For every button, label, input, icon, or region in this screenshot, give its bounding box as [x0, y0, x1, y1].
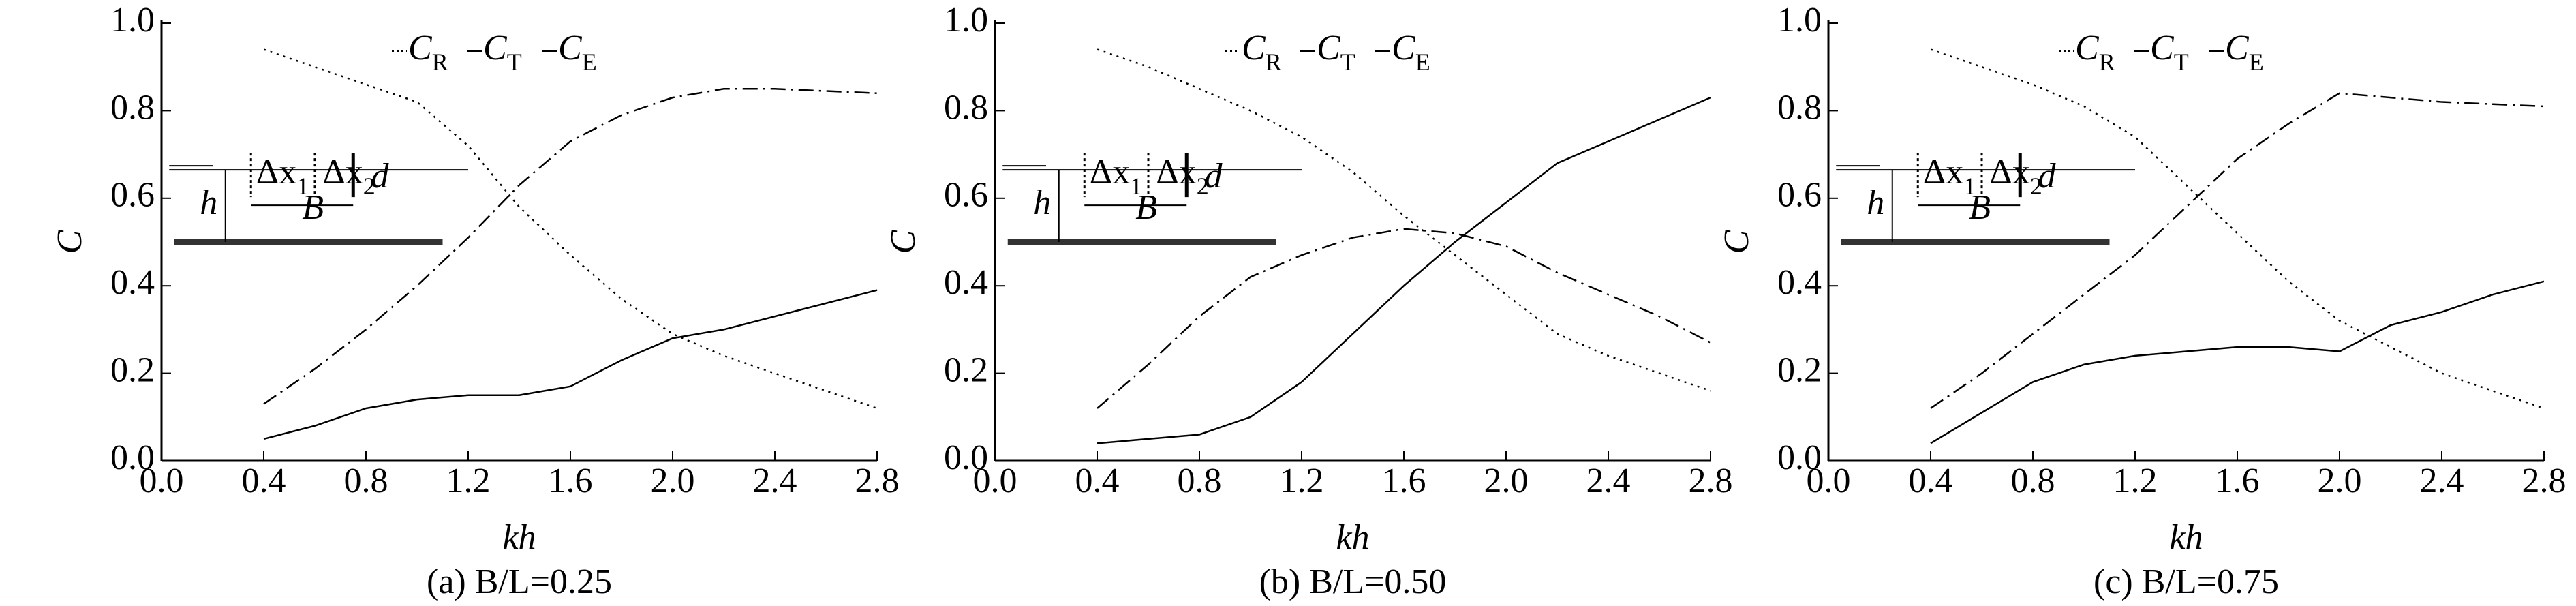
inset-label: h	[200, 183, 217, 222]
x-tick-label: 0.0	[973, 461, 1017, 500]
y-axis-label: C	[50, 229, 89, 254]
legend-label: CT	[1317, 29, 1355, 76]
inset-label: B	[1969, 188, 1991, 227]
x-tick-label: 2.8	[2522, 461, 2566, 500]
series-line	[263, 48, 878, 410]
inset-label: B	[302, 188, 324, 227]
x-tick-label: 1.6	[2215, 461, 2260, 500]
y-tick-label: 1.0	[944, 1, 988, 40]
caption: (a) B/L=0.25	[427, 562, 612, 601]
legend-label: CR	[1242, 29, 1282, 76]
x-tick-label: 0.4	[1075, 461, 1120, 500]
x-tick-label: 2.8	[1689, 461, 1733, 500]
series-line	[1097, 96, 1711, 444]
inset-label: Δx1	[1090, 153, 1142, 200]
inset-label: d	[2038, 157, 2057, 196]
series-line	[1930, 48, 2545, 410]
y-tick-label: 0.8	[1777, 88, 1822, 127]
y-tick-label: 0.0	[944, 438, 988, 477]
x-tick-label: 2.0	[651, 461, 695, 500]
y-axis-label: C	[884, 229, 923, 254]
series-line	[1097, 228, 1711, 409]
x-axis-label: kh	[502, 518, 536, 557]
series-line	[263, 88, 878, 405]
legend-label: CE	[1392, 29, 1430, 76]
series-line	[1097, 48, 1711, 392]
y-tick-label: 0.6	[1777, 176, 1822, 215]
y-tick-label: 0.2	[1777, 351, 1822, 390]
y-tick-label: 0.6	[944, 176, 988, 215]
x-tick-label: 1.2	[1280, 461, 1324, 500]
inset-label: d	[371, 157, 390, 196]
y-tick-label: 0.4	[944, 263, 988, 302]
legend-label: CE	[558, 29, 597, 76]
inset-label: Δx2	[1156, 153, 1208, 200]
y-tick-label: 0.2	[944, 351, 988, 390]
caption: (c) B/L=0.75	[2094, 562, 2279, 601]
x-tick-label: 0.8	[2011, 461, 2055, 500]
x-axis-label: kh	[2169, 518, 2203, 557]
y-tick-label: 1.0	[110, 1, 155, 40]
inset-label: Δx2	[1989, 153, 2042, 200]
legend-label: CR	[408, 29, 448, 76]
x-tick-label: 0.4	[1909, 461, 1953, 500]
y-tick-label: 0.0	[110, 438, 155, 477]
x-tick-label: 1.2	[446, 461, 491, 500]
x-tick-label: 2.8	[855, 461, 900, 500]
x-tick-label: 1.6	[1382, 461, 1426, 500]
y-tick-label: 0.2	[110, 351, 155, 390]
x-tick-label: 2.0	[2318, 461, 2362, 500]
x-tick-label: 0.8	[1178, 461, 1222, 500]
inset-label: Δx2	[322, 153, 375, 200]
legend-label: CT	[483, 29, 522, 76]
caption: (b) B/L=0.50	[1259, 562, 1447, 601]
inset-label: Δx1	[1923, 153, 1976, 200]
legend-label: CT	[2150, 29, 2189, 76]
series-line	[1930, 92, 2545, 409]
x-tick-label: 2.0	[1484, 461, 1529, 500]
legend-label: CE	[2225, 29, 2264, 76]
x-tick-label: 2.4	[1586, 461, 1631, 500]
series-line	[263, 289, 878, 440]
y-tick-label: 0.6	[110, 176, 155, 215]
y-tick-label: 0.8	[944, 88, 988, 127]
inset-label: h	[1867, 183, 1884, 222]
y-tick-label: 0.8	[110, 88, 155, 127]
inset-label: Δx1	[256, 153, 309, 200]
series-line	[1930, 280, 2545, 444]
x-axis-label: kh	[1336, 518, 1369, 557]
y-tick-label: 0.4	[1777, 263, 1822, 302]
x-tick-label: 0.8	[344, 461, 388, 500]
x-tick-label: 0.4	[242, 461, 286, 500]
y-tick-label: 0.4	[110, 263, 155, 302]
x-tick-label: 2.4	[753, 461, 797, 500]
legend-label: CR	[2075, 29, 2115, 76]
y-axis-label: C	[1717, 229, 1756, 254]
inset-label: B	[1135, 188, 1157, 227]
y-tick-label: 0.0	[1777, 438, 1822, 477]
x-tick-label: 0.0	[140, 461, 184, 500]
inset-label: h	[1033, 183, 1051, 222]
x-tick-label: 1.2	[2113, 461, 2158, 500]
x-tick-label: 1.6	[549, 461, 593, 500]
x-tick-label: 0.0	[1807, 461, 1851, 500]
inset-label: d	[1205, 157, 1223, 196]
x-tick-label: 2.4	[2420, 461, 2464, 500]
y-tick-label: 1.0	[1777, 1, 1822, 40]
